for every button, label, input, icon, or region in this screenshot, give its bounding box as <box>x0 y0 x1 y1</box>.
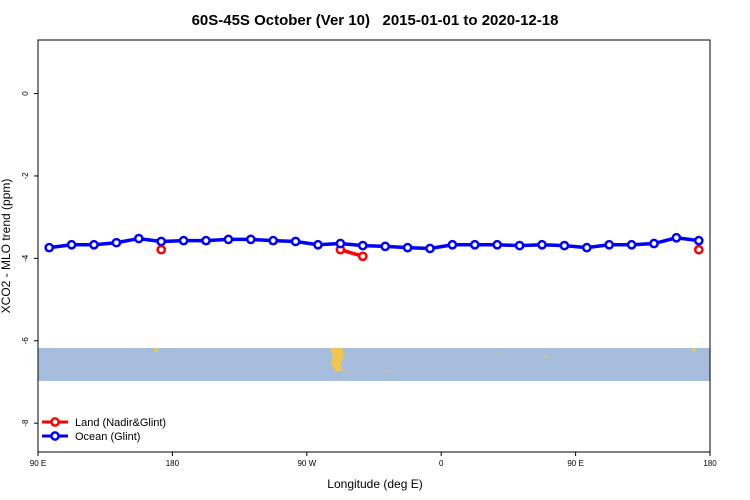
data-point <box>44 242 55 253</box>
legend-label: Land (Nadir&Glint) <box>75 417 166 429</box>
x-tick-label: 90 W <box>297 459 316 468</box>
x-tick-label: 90 E <box>567 459 583 468</box>
series-line <box>48 235 700 251</box>
data-point <box>290 236 301 247</box>
data-point <box>66 239 77 250</box>
data-point <box>357 251 368 262</box>
chart-title: 60S-45S October (Ver 10) 2015-01-01 to 2… <box>192 12 559 29</box>
x-tick-label: 180 <box>703 459 717 468</box>
data-point <box>693 235 704 246</box>
data-point <box>335 238 346 249</box>
x-axis-label: Longitude (deg E) <box>327 477 422 491</box>
ocean-strip <box>38 348 710 381</box>
plot-frame <box>37 39 711 453</box>
data-point <box>89 239 99 250</box>
data-point <box>201 235 211 246</box>
legend: Land (Nadir&Glint) Ocean (Glint) <box>42 417 166 443</box>
data-point <box>357 240 368 251</box>
data-point <box>156 244 167 255</box>
legend-swatch-marker <box>50 417 60 427</box>
data-point <box>133 233 144 244</box>
data-point <box>693 244 704 255</box>
data-point <box>492 239 503 250</box>
legend-label: Ocean (Glint) <box>75 431 140 443</box>
data-point <box>581 242 592 253</box>
data-point <box>223 234 234 245</box>
data-point <box>313 239 323 250</box>
y-tick-label: -4 <box>21 254 30 262</box>
data-point <box>514 240 525 251</box>
y-tick-label: -8 <box>21 419 30 427</box>
y-tick-label: 0 <box>21 91 30 96</box>
data-point <box>604 239 615 250</box>
x-tick-label: 90 E <box>30 459 46 468</box>
data-point <box>245 234 256 245</box>
x-tick-label: 0 <box>439 459 444 468</box>
y-tick-label: -6 <box>21 337 30 345</box>
y-tick-label: -2 <box>21 172 30 180</box>
data-point <box>111 237 122 248</box>
legend-swatch-marker <box>50 431 60 441</box>
data-point <box>469 239 480 250</box>
data-point <box>268 235 279 246</box>
data-point <box>425 243 435 254</box>
y-axis-label: XCO2 - MLO trend (ppm) <box>0 179 13 314</box>
data-point <box>671 232 682 243</box>
data-point <box>447 239 458 250</box>
data-point <box>626 239 637 250</box>
land-fragments <box>154 348 696 372</box>
data-point <box>380 241 391 252</box>
data-point <box>178 235 189 246</box>
x-tick-label: 180 <box>166 459 180 468</box>
data-point <box>649 238 659 249</box>
data-point <box>156 236 167 247</box>
data-point <box>537 239 547 250</box>
map-strip <box>38 348 710 381</box>
data-point <box>559 240 570 251</box>
data-point <box>402 242 413 253</box>
